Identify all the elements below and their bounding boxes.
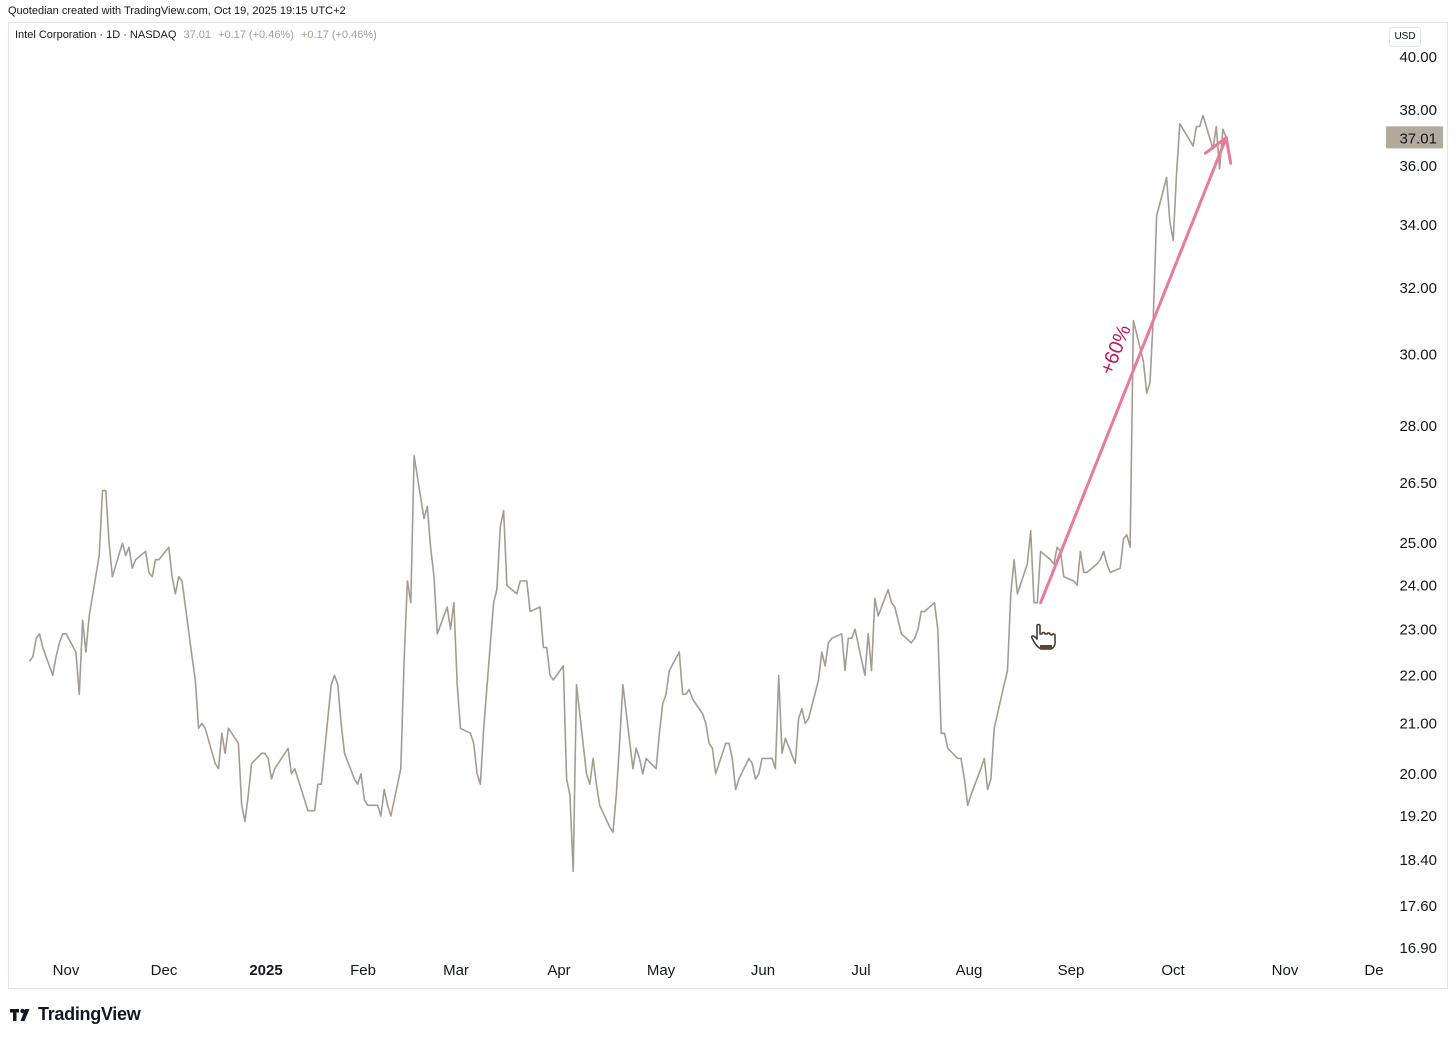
currency-button[interactable]: USD xyxy=(1389,27,1421,47)
time-tick-label: Mar xyxy=(443,962,469,979)
price-tick-label: 40.00 xyxy=(1399,49,1437,66)
price-tick-label: 20.00 xyxy=(1399,766,1437,783)
trend-arrow-annotation[interactable]: +60% xyxy=(1039,136,1233,605)
symbol-legend[interactable]: Intel Corporation · 1D · NASDAQ 37.01 +0… xyxy=(15,29,377,41)
price-tick-label: 38.00 xyxy=(1399,102,1437,119)
price-axis[interactable]: 40.00 38.00 36.00 34.00 32.00 30.00 28.00 26.50… xyxy=(1399,49,1437,957)
price-tick-label: 16.90 xyxy=(1399,940,1437,957)
time-tick-label: Feb xyxy=(350,962,376,979)
trend-arrow-line xyxy=(1039,136,1228,605)
price-tick-label: 36.00 xyxy=(1399,158,1437,175)
time-tick-label: Nov xyxy=(53,962,80,979)
hand-pointer-icon xyxy=(1030,623,1056,650)
tradingview-footer[interactable]: TradingView xyxy=(10,1004,141,1025)
chart-frame xyxy=(8,22,1448,989)
chart-credit: Quotedian created with TradingView.com, … xyxy=(8,5,346,17)
legend-change-secondary: +0.17 (+0.46%) xyxy=(300,29,377,41)
price-tick-label: 32.00 xyxy=(1399,280,1437,297)
price-tick-label: 19.20 xyxy=(1399,808,1437,825)
tradingview-logo-icon xyxy=(10,1008,30,1021)
legend-change: +0.17 (+0.46%) xyxy=(218,29,294,41)
price-tick-label: 25.00 xyxy=(1399,535,1437,552)
time-tick-label: Jun xyxy=(751,962,775,979)
time-tick-label: May xyxy=(647,962,676,979)
tradingview-brand: TradingView xyxy=(38,1004,141,1024)
time-tick-label: Apr xyxy=(547,962,570,979)
price-tick-label: 28.00 xyxy=(1399,418,1437,435)
price-tick-label: 21.00 xyxy=(1399,715,1437,732)
time-tick-label: Sep xyxy=(1058,962,1085,979)
symbol-title: Intel Corporation · 1D · NASDAQ xyxy=(15,29,177,41)
time-tick-label: Nov xyxy=(1272,962,1299,979)
last-price-value: 37.01 xyxy=(1399,130,1437,147)
time-tick-label: 2025 xyxy=(249,962,282,979)
price-tick-label: 30.00 xyxy=(1399,347,1437,364)
trend-arrow-head xyxy=(1203,136,1233,165)
price-tick-label: 34.00 xyxy=(1399,217,1437,234)
time-tick-label: Jul xyxy=(851,962,870,979)
price-series-line xyxy=(28,114,1228,873)
price-tick-label: 24.00 xyxy=(1399,577,1437,594)
price-tick-label: 18.40 xyxy=(1399,852,1437,869)
time-tick-label: Oct xyxy=(1161,962,1185,979)
time-tick-label: Aug xyxy=(956,962,983,979)
time-axis[interactable]: Nov Dec 2025 Feb Mar Apr May Jun Jul Aug Sep Oct Nov… xyxy=(53,962,1384,979)
price-tick-label: 17.60 xyxy=(1399,898,1437,915)
price-tick-label: 23.00 xyxy=(1399,621,1437,638)
time-tick-label: Dec xyxy=(151,962,178,979)
legend-price: 37.01 xyxy=(183,29,211,41)
time-tick-label: De xyxy=(1364,962,1383,979)
last-price-label: 37.01 xyxy=(1386,126,1443,149)
trend-percent-label: +60% xyxy=(1096,322,1136,378)
price-tick-label: 22.00 xyxy=(1399,667,1437,684)
price-tick-label: 26.50 xyxy=(1399,475,1437,492)
